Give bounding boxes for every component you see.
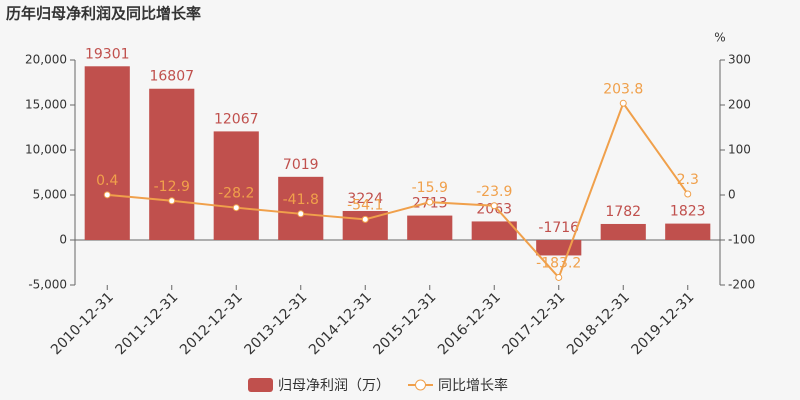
y2-tick-label: -100 <box>728 233 755 247</box>
line-point <box>490 202 498 210</box>
line-value-label: -23.9 <box>476 184 512 200</box>
bar-value-label: 12067 <box>214 111 259 127</box>
bar <box>213 131 259 240</box>
x-tick-label: 2016-12-31 <box>435 289 504 358</box>
line-value-label: -12.9 <box>154 179 190 195</box>
bar-value-label: 19301 <box>85 46 130 62</box>
legend-swatch-point <box>415 379 426 391</box>
line-point <box>619 99 627 107</box>
bar-value-label: 3224 <box>347 191 383 207</box>
line-value-label: 203.8 <box>603 81 643 97</box>
line-point <box>297 210 305 218</box>
y2-axis-label: % <box>714 31 725 45</box>
line-point <box>168 197 176 205</box>
y2-tick-label: -200 <box>728 278 755 292</box>
bar-value-label: 7019 <box>283 157 319 173</box>
bar-value-label: 16807 <box>149 69 194 85</box>
bar-value-label: 1782 <box>605 204 641 220</box>
x-tick-label: 2013-12-31 <box>242 289 311 358</box>
y2-tick-label: 100 <box>728 143 751 157</box>
x-tick-label: 2014-12-31 <box>306 289 375 358</box>
y-tick-label: 10,000 <box>25 143 67 157</box>
bar <box>149 88 195 240</box>
x-tick-label: 2012-12-31 <box>177 289 246 358</box>
bar <box>84 66 130 240</box>
x-tick-label: 2019-12-31 <box>629 289 698 358</box>
line-point <box>361 215 369 223</box>
bar <box>536 240 582 256</box>
line-point <box>103 191 111 199</box>
line-value-label: 0.4 <box>96 173 118 189</box>
line-value-label: 2.3 <box>677 172 699 188</box>
bar-value-label: -1716 <box>538 220 579 236</box>
bar <box>407 215 453 240</box>
y-tick-label: 0 <box>59 233 67 247</box>
line <box>107 101 689 280</box>
bar <box>665 223 711 240</box>
legend-label: 归母净利润（万） <box>278 377 390 394</box>
line-point <box>426 198 434 206</box>
bar <box>278 176 324 240</box>
y2-tick-label: 300 <box>728 53 751 67</box>
y2-tick-label: 0 <box>728 188 736 202</box>
x-tick-label: 2011-12-31 <box>113 289 182 358</box>
y-tick-label: 20,000 <box>25 53 67 67</box>
x-tick-label: 2018-12-31 <box>564 289 633 358</box>
legend-label: 同比增长率 <box>438 377 508 394</box>
bar <box>471 221 517 240</box>
x-tick-label: 2017-12-31 <box>500 289 569 358</box>
y-tick-label: -5,000 <box>28 278 67 292</box>
y-tick-label: 15,000 <box>25 98 67 112</box>
line-point <box>684 190 692 198</box>
line-value-label: -41.8 <box>283 192 319 208</box>
line-value-label: -15.9 <box>412 180 448 196</box>
legend-swatch <box>248 378 273 392</box>
line-value-label: -28.2 <box>218 186 254 202</box>
x-tick-label: 2010-12-31 <box>48 289 117 358</box>
bar-value-label: 1823 <box>670 204 706 220</box>
line-point <box>232 204 240 212</box>
line-point <box>555 273 563 281</box>
line-value-label: -183.2 <box>536 255 581 271</box>
x-tick-label: 2015-12-31 <box>371 289 440 358</box>
line-value-label: -54.1 <box>347 197 383 213</box>
y2-tick-label: 200 <box>728 98 751 112</box>
chart-title: 历年归母净利润及同比增长率 <box>6 5 201 23</box>
bar <box>600 223 646 240</box>
y-tick-label: 5,000 <box>33 188 67 202</box>
